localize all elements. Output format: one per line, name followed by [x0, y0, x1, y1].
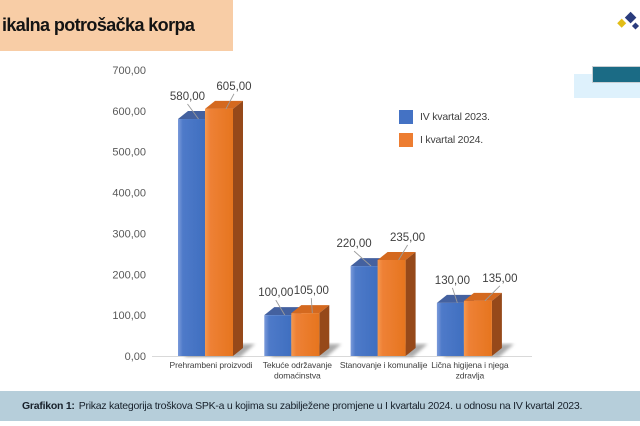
legend-label: IV kvartal 2023.: [420, 111, 490, 123]
bar-value-label: 605,00: [216, 81, 251, 93]
y-axis-tick-label: 0,00: [125, 351, 146, 363]
bar-side-face: [233, 100, 243, 356]
y-axis-tick-label: 400,00: [112, 188, 146, 200]
caption-prefix: Grafikon 1:: [22, 400, 75, 412]
legend-item-q1-2024: I kvartal 2024.: [399, 133, 490, 147]
bar-side-face: [319, 305, 330, 356]
bar: [377, 259, 406, 356]
y-axis-tick-label: 200,00: [112, 269, 146, 281]
bar: [178, 119, 205, 357]
bar-value-label: 580,00: [170, 91, 205, 103]
legend-swatch-blue: [399, 110, 413, 124]
bar-top-face: [377, 251, 416, 260]
legend-swatch-orange: [399, 133, 413, 147]
legend-item-q4-2023: IV kvartal 2023.: [399, 110, 490, 124]
bar: [463, 300, 492, 356]
label-leader-line: [398, 244, 408, 261]
bar-top-face: [291, 305, 330, 314]
label-leader-line: [310, 298, 313, 314]
logo-diamonds-icon: [617, 11, 640, 30]
y-axis-tick-label: 600,00: [112, 106, 146, 118]
x-axis-category-label: Prehrambeni proizvodi: [170, 360, 253, 370]
x-axis-category-label: domaćinstva: [274, 371, 321, 381]
y-axis-tick-label: 700,00: [112, 65, 146, 77]
bar-side-face: [405, 251, 416, 356]
x-axis-category-label: zdravlja: [456, 371, 485, 381]
bar-value-label: 235,00: [390, 232, 425, 244]
x-axis-category-label: Stanovanje i komunalije: [340, 360, 428, 370]
page-title: ikalna potrošačka korpa: [0, 0, 233, 51]
label-leader-line: [484, 285, 501, 302]
label-leader-line: [353, 250, 372, 267]
legend-label: I kvartal 2024.: [420, 134, 483, 146]
label-leader-line: [225, 93, 235, 110]
bar-value-label: 105,00: [294, 285, 329, 297]
chart-legend: IV kvartal 2023. I kvartal 2024.: [399, 110, 490, 147]
label-leader-line: [451, 287, 458, 304]
x-axis-category-label: Tekuće održavanje: [263, 360, 333, 370]
bar: [264, 315, 292, 356]
decor-teal-bar: [592, 66, 640, 83]
bar: [436, 302, 464, 356]
label-leader-line: [187, 103, 199, 120]
caption-text: Prikaz kategorija troškova SPK-a u kojim…: [78, 400, 583, 412]
bar-value-label: 220,00: [337, 238, 372, 250]
bar-group: 580,00 605,00 Prehrambeni proizvodi: [170, 81, 255, 370]
bar: [350, 266, 378, 356]
bar-top-face: [205, 100, 243, 109]
bar: [291, 313, 320, 356]
caption-bar: Grafikon 1: Prikaz kategorija troškova S…: [0, 391, 640, 421]
bar-side-face: [491, 292, 502, 356]
bar-group: 130,00 135,00 Lična higijena i njegazdravl…: [431, 273, 517, 381]
y-axis-tick-label: 300,00: [112, 228, 146, 240]
bar-value-label: 135,00: [482, 273, 517, 285]
page-title-text: ikalna potrošačka korpa: [2, 15, 195, 35]
bar-top-face: [463, 292, 502, 301]
bar-value-label: 100,00: [258, 287, 293, 299]
bar: [205, 108, 233, 356]
x-axis-category-label: Lična higijena i njega: [431, 360, 509, 370]
bar-group: 220,00 235,00 Stanovanje i komunalije: [337, 232, 428, 370]
bar-value-label: 130,00: [435, 275, 470, 287]
logo-diamond-navy-small: [631, 22, 640, 30]
y-axis-tick-label: 500,00: [112, 147, 146, 159]
label-leader-line: [275, 299, 286, 316]
y-axis-tick-label: 100,00: [112, 310, 146, 322]
